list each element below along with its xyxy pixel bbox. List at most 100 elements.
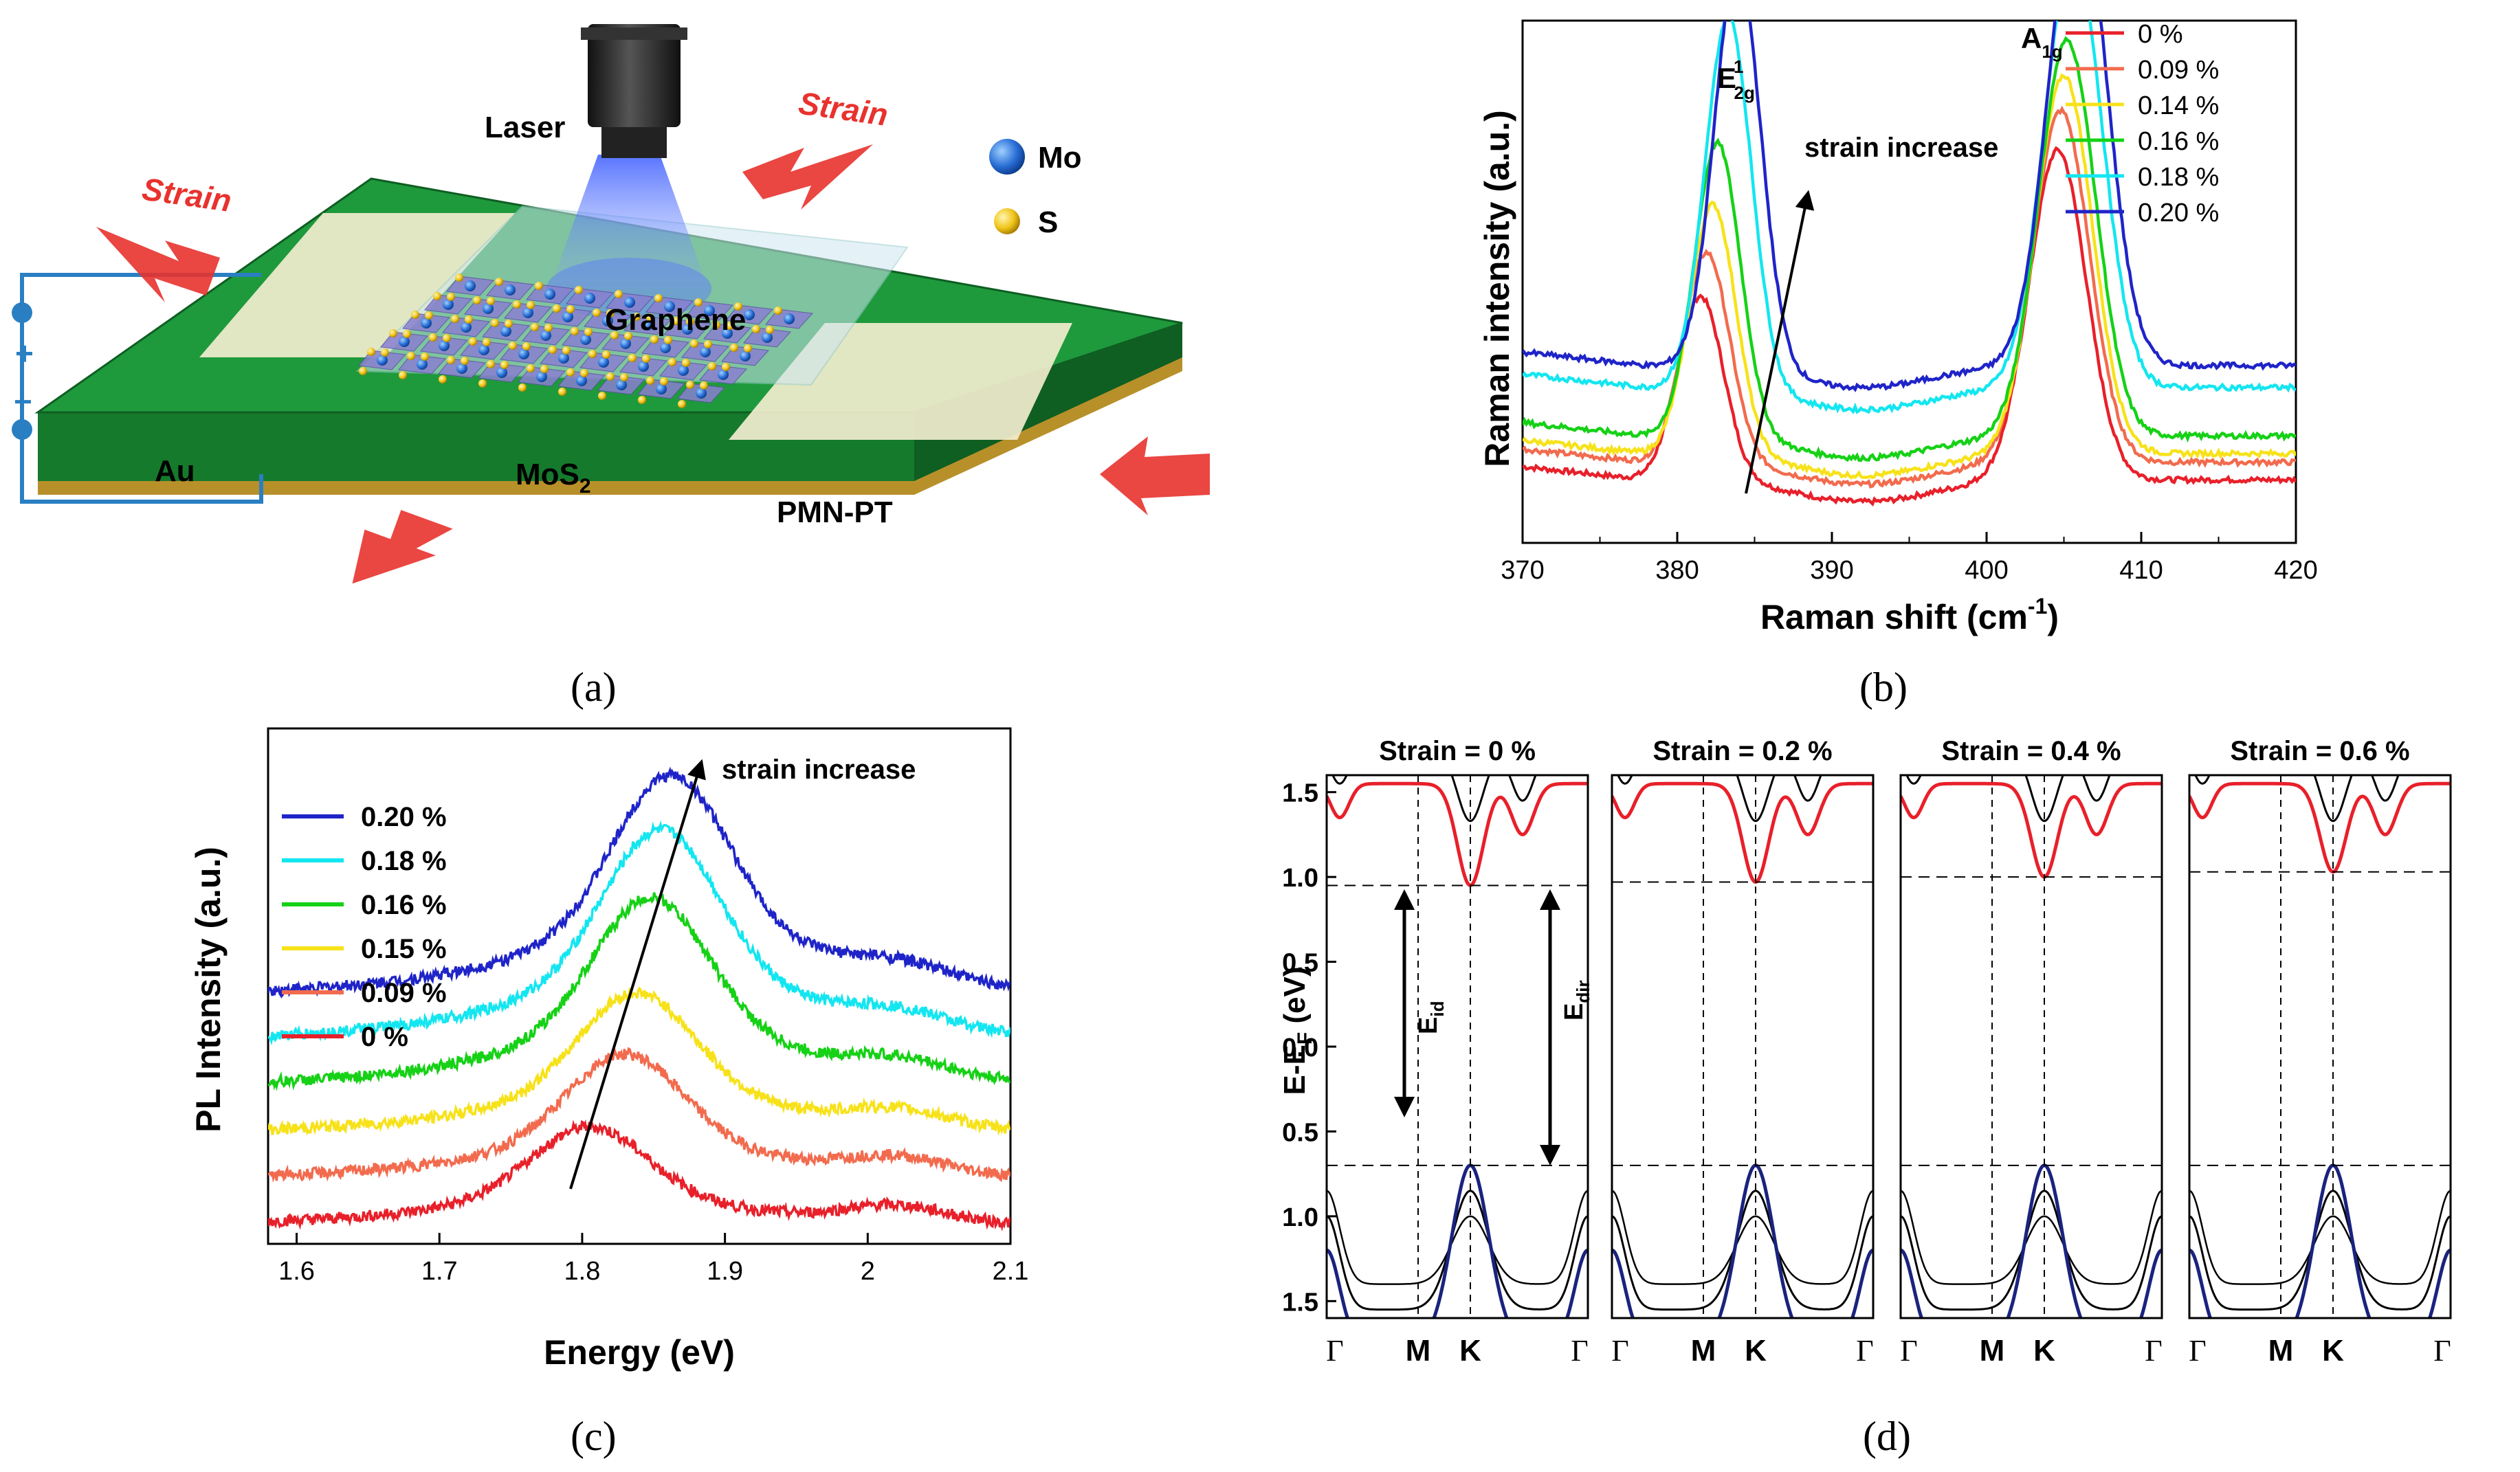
s-atom <box>531 323 539 331</box>
conduction-band <box>1617 775 1822 823</box>
substrate-side-right <box>914 323 1182 481</box>
mo-atom <box>421 317 432 328</box>
objective-tip <box>601 127 667 158</box>
mo-atom <box>660 342 671 353</box>
pl-ylabel: PL Intensity (a.u.) <box>189 847 228 1133</box>
band-lines <box>2189 775 2451 1318</box>
mo-atom <box>483 303 494 314</box>
s-atom <box>443 334 451 342</box>
pl-xlabel: Energy (eV) <box>544 1333 735 1372</box>
strain-arrow-bottom <box>352 510 453 584</box>
band-subplot-3: Strain = 0.6 % Γ M K Γ <box>2188 736 2452 1368</box>
laser-beam <box>550 155 708 289</box>
pl-xtick-label: 1.7 <box>421 1257 458 1286</box>
s-atom <box>491 319 499 327</box>
s-atom <box>646 313 654 322</box>
s-atom <box>478 379 487 388</box>
pl-legend-label: 0.09 % <box>361 978 447 1008</box>
s-legend-icon <box>994 208 1020 234</box>
band-ytick-label: 1.5 <box>1282 1288 1318 1317</box>
s-atom <box>403 330 411 338</box>
mo-atom <box>602 315 613 326</box>
raman-line-3 <box>1523 36 2296 462</box>
mo-atom <box>562 311 573 322</box>
laser-label: Laser <box>485 111 565 144</box>
s-atom <box>505 320 513 328</box>
conduction-band <box>2194 775 2400 823</box>
s-atom <box>439 375 447 383</box>
raman-xlabel: Raman shift (cm-1) <box>1760 594 2059 636</box>
s-atom <box>558 388 566 396</box>
mo-atom <box>704 305 715 316</box>
s-atom <box>682 359 690 367</box>
pl-line-5 <box>268 1119 1010 1232</box>
s-legend-label: S <box>1038 205 1058 239</box>
raman-legend-label: 0.20 % <box>2138 199 2219 227</box>
s-atom <box>593 309 601 317</box>
s-atom <box>588 350 597 358</box>
pl-legend-label: 0.18 % <box>361 846 447 876</box>
raman-a1g-label: A1g <box>2021 22 2063 62</box>
raman-xtick-label: 370 <box>1501 556 1544 585</box>
mo-atom <box>744 309 755 320</box>
caption-d: (d) <box>1863 1414 1911 1459</box>
s-atom <box>712 321 720 329</box>
s-atom <box>571 327 579 335</box>
s-atom <box>540 365 549 373</box>
band-yticks: 1.5 1.0 0.5 0.0 0.5 1.0 1.5 <box>1282 779 1336 1317</box>
mo-atom <box>584 293 595 304</box>
conduction-band <box>1905 775 2111 823</box>
valence-band-top <box>1901 1163 2162 1318</box>
caption-c: (c) <box>571 1414 617 1459</box>
pl-line-1 <box>268 821 1010 1046</box>
kpoint-label: M <box>1691 1334 1716 1368</box>
raman-legend-label: 0 % <box>2138 20 2182 49</box>
objective-body <box>588 24 681 127</box>
s-atom <box>690 339 698 348</box>
raman-line-0 <box>1523 146 2296 507</box>
terminal-plus <box>12 302 32 323</box>
s-atom <box>407 352 415 360</box>
mo-atom <box>656 383 667 394</box>
kpoint-label: Γ <box>1326 1334 1343 1368</box>
mo-atom <box>580 334 591 345</box>
s-atom <box>433 292 441 300</box>
band-lines <box>1327 775 1588 1318</box>
s-atom <box>602 350 610 359</box>
edir-label: Edir <box>1560 980 1593 1021</box>
mo-atom <box>696 388 707 399</box>
mo-atom <box>399 336 410 347</box>
mo-atom <box>576 375 587 386</box>
mo-atom <box>740 350 751 361</box>
mo-legend-label: Mo <box>1038 141 1082 175</box>
raman-xtick-label: 400 <box>1965 556 2008 585</box>
caption-b: (b) <box>1859 665 1908 710</box>
s-atom <box>500 361 509 369</box>
s-atom <box>628 354 637 362</box>
s-atom <box>726 322 734 330</box>
s-atom <box>730 344 738 352</box>
s-atom <box>752 325 760 333</box>
mos2-lattice <box>358 274 814 408</box>
s-atom <box>455 274 463 282</box>
strain-arrow-right <box>1100 436 1210 515</box>
s-atom <box>774 306 782 315</box>
s-atom <box>359 367 367 375</box>
pl-axes-frame <box>267 727 1012 1245</box>
s-atom <box>642 355 650 363</box>
conduction-band <box>1331 775 1537 823</box>
electrode-left <box>199 213 516 357</box>
circuit-wire <box>20 273 263 504</box>
pl-legend-label: 0.15 % <box>361 934 447 964</box>
valence-band-top <box>1612 1163 1873 1318</box>
mo-atom <box>377 355 388 366</box>
au-label: Au <box>155 454 195 488</box>
pl-legend-label: 0 % <box>361 1022 408 1052</box>
raman-legend-label: 0.16 % <box>2138 127 2219 156</box>
mo-atom <box>664 301 675 312</box>
pl-xtick-label: 2 <box>861 1257 875 1286</box>
s-atom <box>425 311 433 320</box>
s-atom <box>615 290 623 298</box>
